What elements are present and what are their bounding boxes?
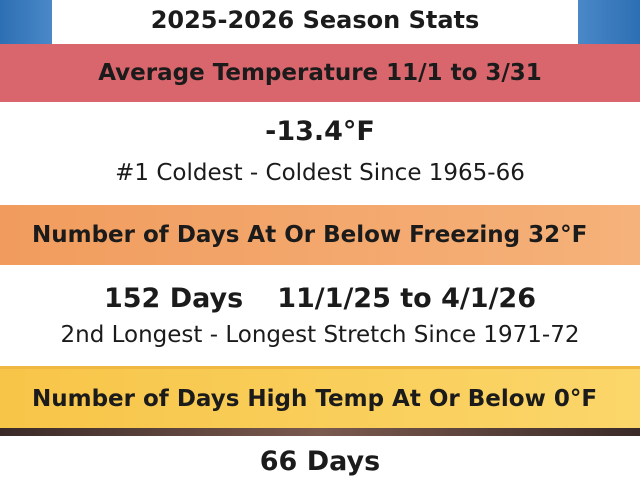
section-value: -13.4°F — [265, 116, 375, 147]
section-heading: Number of Days High Temp At Or Below 0°F — [0, 366, 640, 428]
section-note: 2nd Longest - Longest Stretch Since 1971… — [60, 322, 580, 348]
title-bar: 2025-2026 Season Stats — [0, 0, 640, 44]
section-heading: Average Temperature 11/1 to 3/31 — [0, 44, 640, 102]
section-note: #1 Coldest - Coldest Since 1965-66 — [115, 160, 525, 186]
section-range: 11/1/25 to 4/1/26 — [277, 283, 536, 314]
section-value-row: 152 Days 11/1/25 to 4/1/26 — [0, 283, 640, 314]
divider — [0, 428, 640, 436]
section-heading: Number of Days At Or Below Freezing 32°F — [0, 205, 640, 265]
section-value: 152 Days — [103, 283, 244, 314]
title: 2025-2026 Season Stats — [150, 6, 480, 34]
section-value: 66 Days — [259, 446, 381, 477]
